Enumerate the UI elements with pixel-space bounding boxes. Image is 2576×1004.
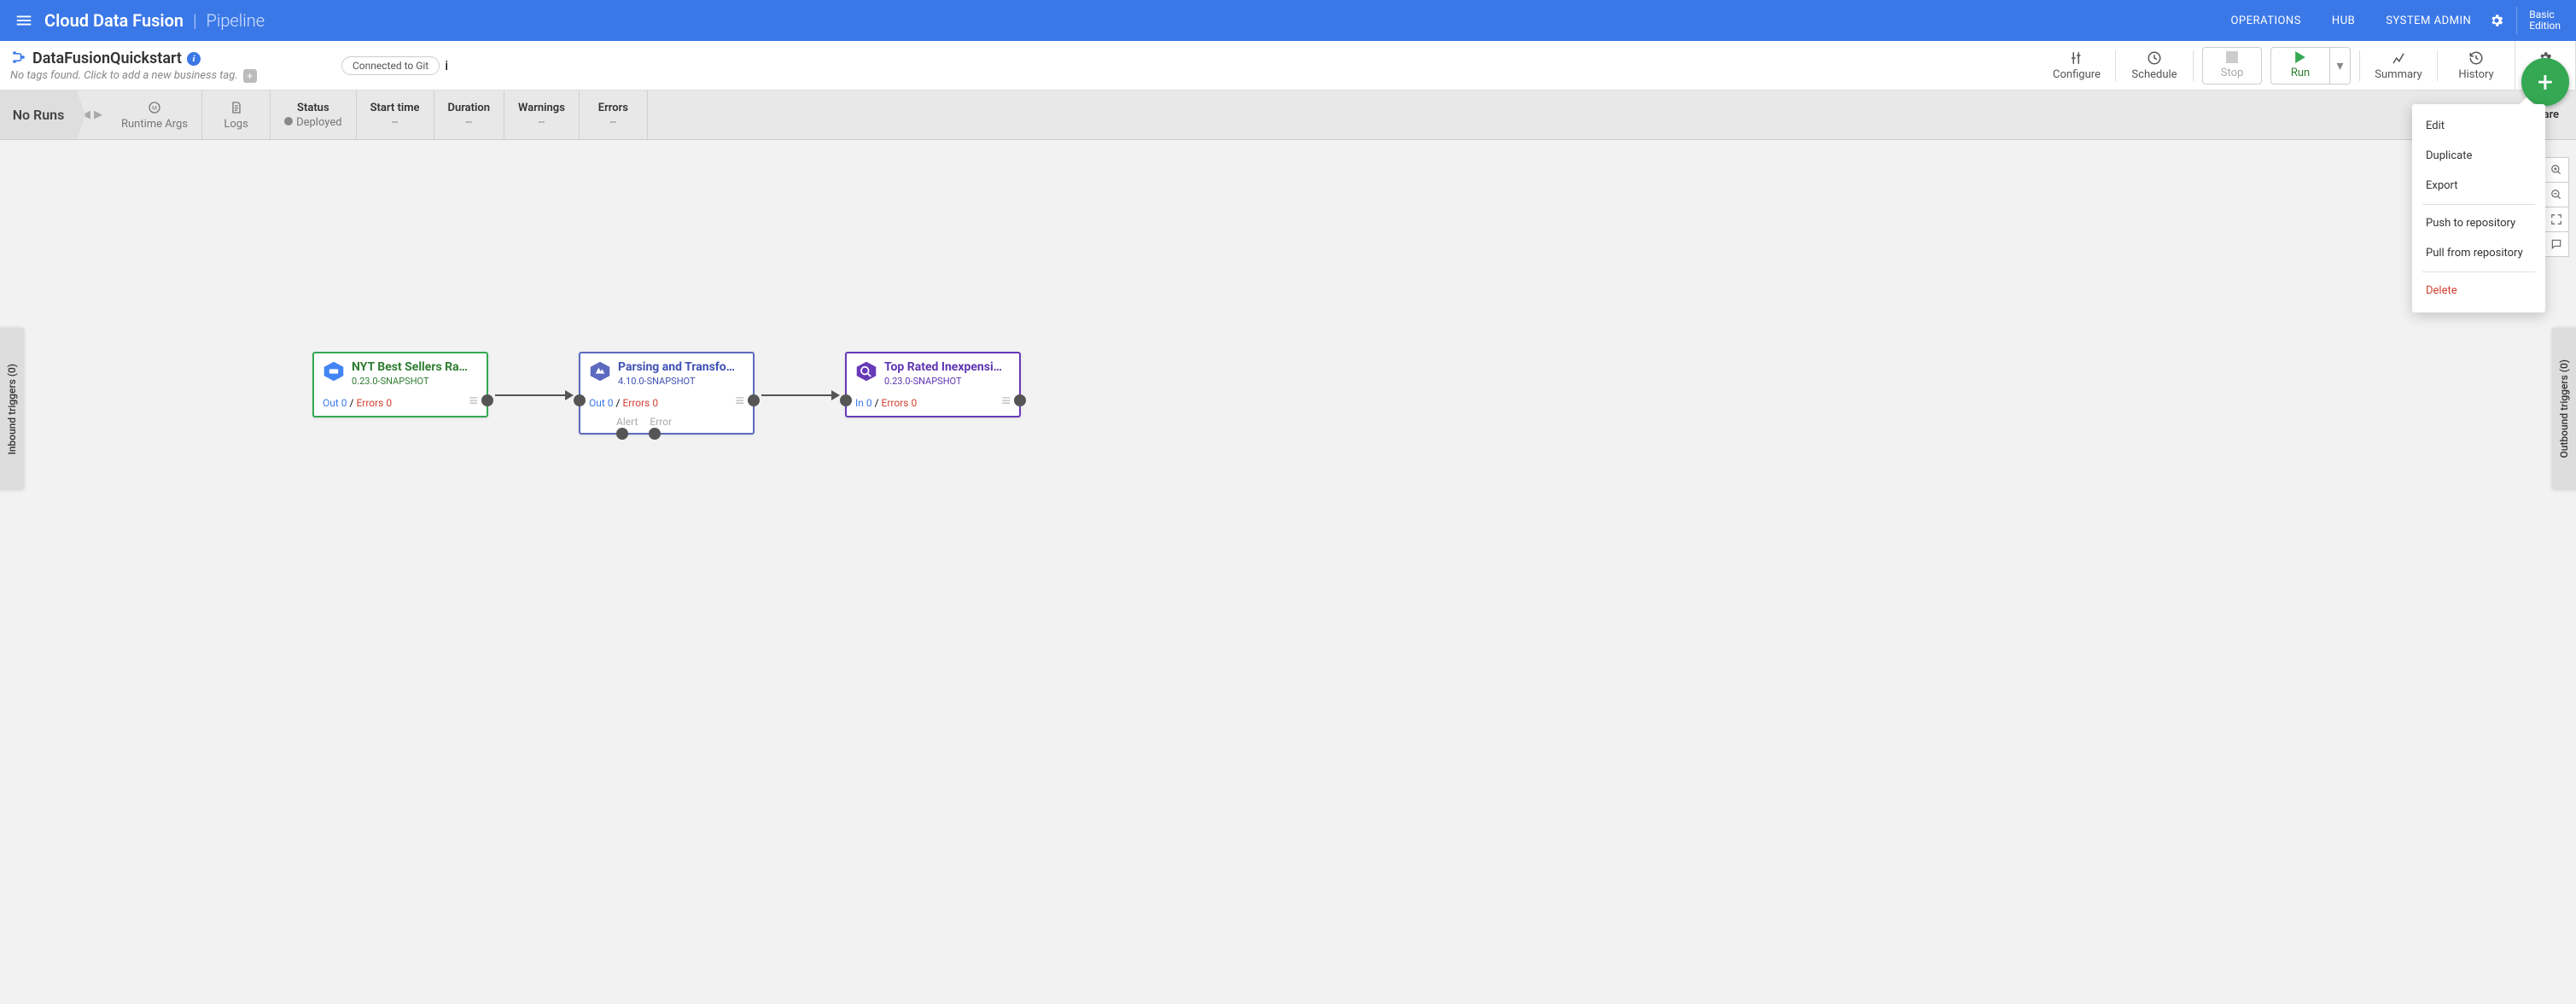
chart-icon [2391,50,2406,67]
outbound-triggers-panel[interactable]: Outbound triggers (0) [2552,328,2576,490]
configure-button[interactable]: Configure [2038,41,2115,90]
run-stop-group: Stop Run ▾ [2194,47,2359,85]
input-port[interactable] [840,394,852,406]
nav-operations[interactable]: OPERATIONS [2215,0,2316,41]
stop-icon [2226,51,2238,67]
menu-edit[interactable]: Edit [2412,111,2545,141]
add-tag-button[interactable]: + [243,69,257,83]
warnings-col: Warnings -- [504,90,580,139]
comments-icon[interactable] [2544,231,2569,257]
node-metrics: Out 0 / Errors 0 [589,397,658,409]
actions-dropdown-menu: Edit Duplicate Export Push to repository… [2412,104,2545,312]
tags-hint[interactable]: No tags found. Click to add a new busine… [10,69,238,82]
git-chip-label[interactable]: Connected to Git [341,56,440,75]
pipeline-canvas[interactable]: Inbound triggers (0) Outbound triggers (… [0,140,2576,1004]
node-title: Top Rated Inexpensi… [884,360,1011,374]
node-title: Parsing and Transfo… [618,360,744,374]
schedule-button[interactable]: Schedule [2116,41,2193,90]
start-time-col: Start time -- [357,90,434,139]
info-icon[interactable]: i [187,52,201,66]
node-menu-icon[interactable]: ≡ [1001,394,1011,409]
node-title: NYT Best Sellers Ra… [352,360,478,374]
node-menu-icon[interactable]: ≡ [469,394,478,409]
node-metrics: Out 0 / Errors 0 [323,397,392,409]
svg-text:M: M [152,105,157,112]
hamburger-menu-icon[interactable] [7,3,41,38]
status-bar: No Runs ◀ ▶ M Runtime Args Logs Status D… [0,90,2576,140]
stop-button[interactable]: Stop [2202,47,2262,85]
brand-title: Cloud Data Fusion | Pipeline [44,10,265,31]
output-port[interactable] [481,394,493,406]
runs-label: No Runs [0,90,77,139]
top-bar: Cloud Data Fusion | Pipeline OPERATIONS … [0,0,2576,41]
alert-port[interactable] [616,428,628,440]
duration-col: Duration -- [434,90,505,139]
clock-icon [2147,50,2162,67]
git-status-chip: Connected to Git i [341,56,448,75]
nav-system-admin[interactable]: SYSTEM ADMIN [2370,0,2486,41]
error-port[interactable] [649,428,661,440]
edge-1 [495,394,572,396]
node-source[interactable]: NYT Best Sellers Ra… 0.23.0-SNAPSHOT Out… [312,352,488,417]
node-metrics: In 0 / Errors 0 [855,397,917,409]
logs-button[interactable]: Logs [202,90,271,139]
input-port[interactable] [574,394,586,406]
settings-gear-icon[interactable] [2486,7,2517,34]
zoom-out-icon[interactable] [2544,182,2569,207]
wrangler-transform-icon [589,360,611,382]
output-port[interactable] [748,394,760,406]
node-version: 4.10.0-SNAPSHOT [618,376,744,387]
pipeline-logo-icon [10,49,27,69]
node-menu-icon[interactable]: ≡ [735,394,744,409]
node-sink[interactable]: Top Rated Inexpensi… 0.23.0-SNAPSHOT In … [845,352,1021,417]
menu-export[interactable]: Export [2412,171,2545,201]
alert-error-labels: AlertError [580,416,753,433]
node-version: 0.23.0-SNAPSHOT [884,376,1011,387]
product-name: Cloud Data Fusion [44,10,184,31]
node-transform[interactable]: Parsing and Transfo… 4.10.0-SNAPSHOT Out… [579,352,755,435]
bigquery-sink-icon [855,360,877,382]
runtime-args-icon: M [148,101,161,116]
output-port[interactable] [1014,394,1026,406]
runtime-args-button[interactable]: M Runtime Args [108,90,202,139]
next-run-icon[interactable]: ▶ [94,108,102,121]
zoom-tools [2544,157,2569,256]
bigquery-source-icon [323,360,345,382]
history-icon [2468,50,2484,67]
git-info-icon[interactable]: i [445,57,448,73]
edge-2 [761,394,838,396]
status-col: Status Deployed [271,90,357,139]
pipeline-bar: DataFusionQuickstart i No tags found. Cl… [0,41,2576,90]
menu-duplicate[interactable]: Duplicate [2412,141,2545,171]
section-name: Pipeline [207,10,265,31]
run-button[interactable]: Run [2270,47,2330,85]
menu-push-repo[interactable]: Push to repository [2412,208,2545,238]
pipeline-name[interactable]: DataFusionQuickstart [32,50,182,67]
edition-label: Basic Edition [2521,9,2569,32]
fit-screen-icon[interactable] [2544,207,2569,232]
play-icon [2294,51,2306,67]
status-dot-icon [284,117,293,125]
zoom-in-icon[interactable] [2544,157,2569,183]
nav-hub[interactable]: HUB [2317,0,2370,41]
run-dropdown-button[interactable]: ▾ [2330,47,2351,85]
menu-delete[interactable]: Delete [2412,276,2545,306]
logs-icon [230,101,243,116]
node-version: 0.23.0-SNAPSHOT [352,376,478,387]
errors-col: Errors -- [580,90,648,139]
history-button[interactable]: History [2438,41,2515,90]
sliders-icon [2069,50,2084,67]
inbound-triggers-panel[interactable]: Inbound triggers (0) [0,328,24,490]
pipeline-info: DataFusionQuickstart i No tags found. Cl… [0,41,341,90]
summary-button[interactable]: Summary [2360,41,2437,90]
toolbar: Configure Schedule Stop Run ▾ Summary [2038,41,2576,90]
menu-pull-repo[interactable]: Pull from repository [2412,238,2545,268]
